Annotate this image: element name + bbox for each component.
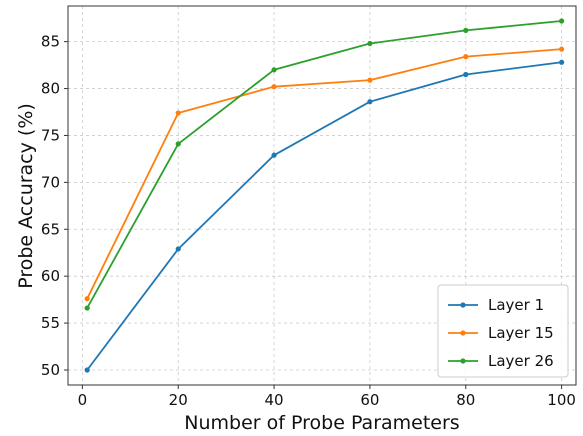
data-point	[271, 152, 277, 158]
data-point	[84, 367, 90, 373]
series-line-2	[86, 48, 562, 300]
plot-frame	[67, 5, 577, 386]
data-point	[271, 84, 277, 90]
data-point	[463, 54, 469, 60]
x-tick-label: 20	[169, 391, 188, 409]
data-point	[463, 71, 469, 78]
y-tick-label: 60	[41, 267, 60, 285]
data-point	[367, 77, 373, 83]
data-point	[559, 18, 565, 24]
x-axis-title: Number of Probe Parameters	[184, 412, 459, 434]
legend-label: Layer 1	[488, 296, 544, 314]
x-tick-label: 0	[78, 391, 88, 409]
x-tick-label: 80	[456, 391, 475, 409]
series-line-1	[86, 61, 562, 371]
data-point	[559, 59, 565, 65]
data-point	[84, 296, 90, 302]
y-tick-label: 80	[41, 80, 60, 98]
data-point	[559, 46, 565, 52]
data-point	[367, 40, 373, 47]
data-point	[271, 67, 277, 73]
x-tick-label: 60	[360, 391, 379, 409]
x-tick-label: 40	[265, 391, 284, 409]
data-point	[175, 110, 181, 116]
legend-box	[437, 284, 569, 378]
y-tick-label: 50	[41, 361, 60, 379]
legend-label: Layer 15	[488, 324, 554, 342]
data-point	[463, 27, 469, 33]
series-line-3	[86, 20, 562, 309]
data-point	[175, 246, 181, 252]
legend-swatch-marker	[460, 302, 466, 308]
legend-label: Layer 26	[488, 352, 554, 370]
data-point	[84, 305, 90, 311]
y-tick-label: 70	[41, 173, 60, 191]
ticks: 0 20 40 60 80 100 50 55 60 65 70 75 80 85	[41, 33, 576, 409]
y-tick-label: 75	[41, 126, 60, 144]
legend-swatch-marker	[460, 330, 466, 336]
y-tick-label: 65	[41, 220, 60, 238]
series-group	[84, 18, 565, 373]
y-tick-label: 55	[41, 314, 60, 332]
x-tick-label: 100	[547, 391, 576, 409]
legend-swatch-marker	[460, 358, 466, 364]
legend: Layer 1 Layer 15 Layer 26	[437, 284, 569, 378]
data-point	[175, 141, 181, 147]
grid	[68, 6, 576, 385]
data-point	[367, 99, 373, 105]
y-axis-title: Probe Accuracy (%)	[15, 103, 37, 289]
y-tick-label: 85	[41, 33, 60, 51]
